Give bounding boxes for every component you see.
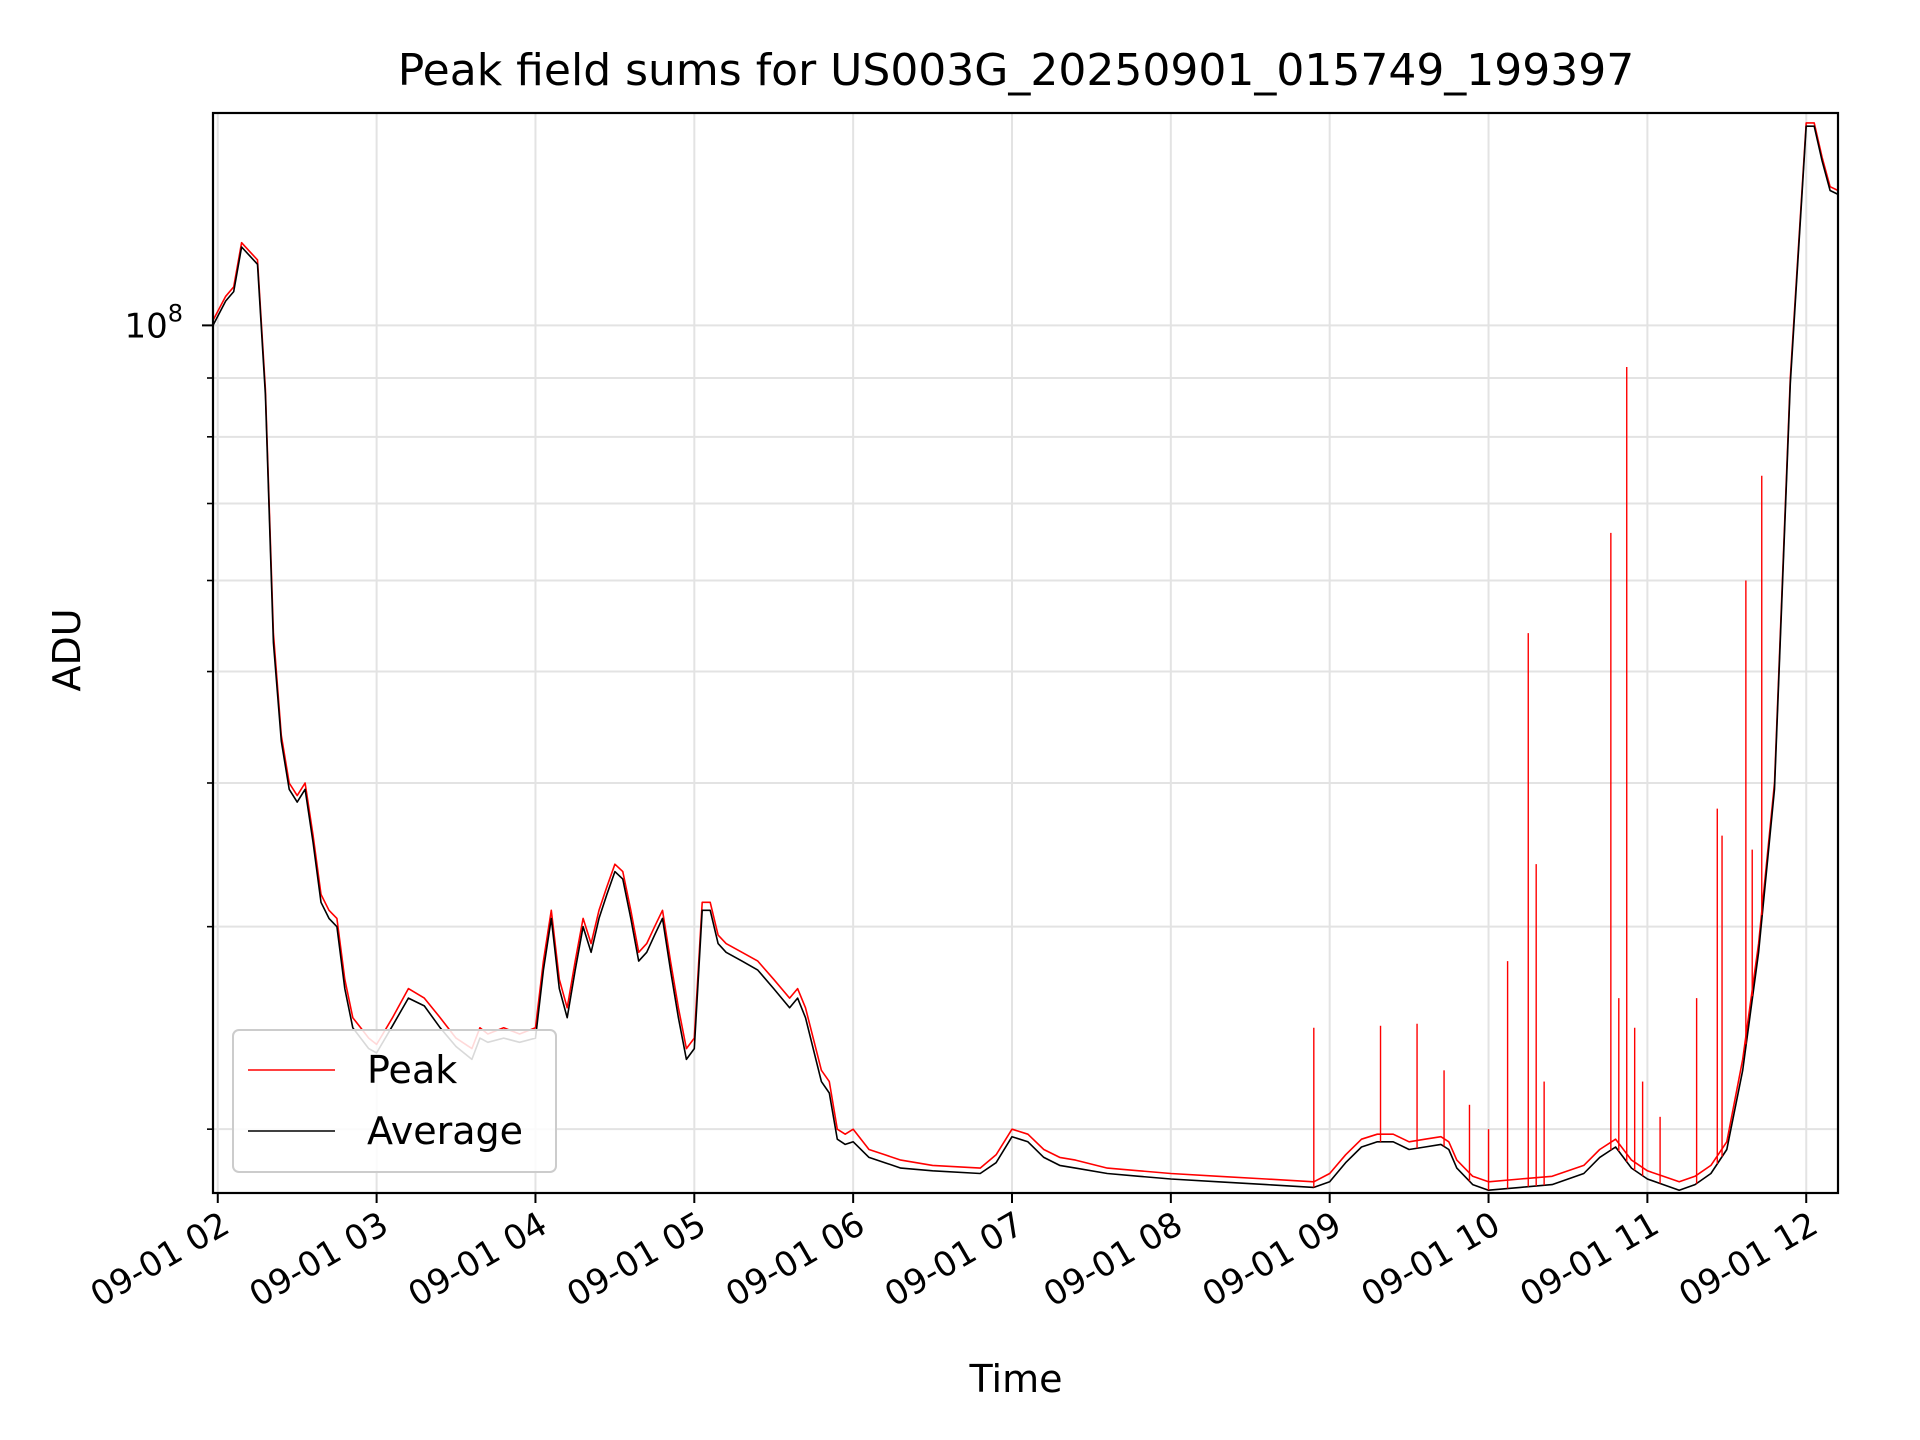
x-axis-label: Time	[969, 1357, 1063, 1401]
legend: Peak Average	[232, 1029, 557, 1173]
legend-box	[232, 1029, 557, 1173]
legend-peak-label: Peak	[367, 1048, 457, 1092]
chart-title: Peak field sums for US003G_20250901_0157…	[398, 45, 1635, 96]
legend-average-label: Average	[367, 1109, 523, 1153]
grid	[213, 113, 1838, 1193]
y-axis-label: ADU	[45, 608, 89, 691]
plot-frame	[211, 111, 1840, 1195]
